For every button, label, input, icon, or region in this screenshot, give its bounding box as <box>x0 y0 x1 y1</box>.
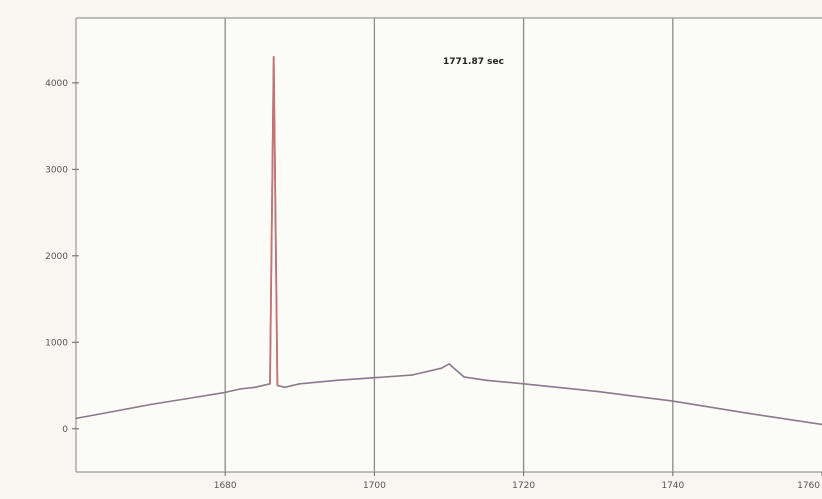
data-point <box>284 386 286 388</box>
data-point <box>150 404 152 406</box>
data-point <box>597 391 599 393</box>
y-axis: 0 1000 2000 3000 4000 <box>45 79 79 435</box>
x-tick-label-1: 1700 <box>363 481 386 491</box>
data-point <box>75 417 77 419</box>
data-point <box>485 379 487 381</box>
y-tick-label-3: 3000 <box>45 165 68 175</box>
y-tick-label-4: 4000 <box>45 79 68 89</box>
x-tick-label-4: 1760 <box>797 481 820 491</box>
data-point <box>441 367 443 369</box>
data-point <box>448 363 450 365</box>
data-point <box>187 398 189 400</box>
data-point <box>239 388 241 390</box>
x-axis: 1680 1700 1720 1740 1760 <box>214 472 822 491</box>
data-point <box>411 374 413 376</box>
x-tick-label-2: 1720 <box>512 481 535 491</box>
x-tick-label-0: 1680 <box>214 481 237 491</box>
data-point <box>299 383 301 385</box>
data-point <box>747 412 749 414</box>
peak-annotation: 1771.87 sec <box>443 57 504 67</box>
data-point <box>112 411 114 413</box>
data-point <box>224 392 226 394</box>
plot-background <box>76 18 822 472</box>
data-point <box>374 377 376 379</box>
data-point <box>254 386 256 388</box>
data-point <box>523 383 525 385</box>
x-tick-label-3: 1740 <box>661 481 684 491</box>
data-point <box>672 400 674 402</box>
data-point <box>336 379 338 381</box>
y-tick-label-1: 1000 <box>45 338 68 348</box>
data-point <box>463 376 465 378</box>
y-tick-label-2: 2000 <box>45 252 68 262</box>
y-tick-label-0: 0 <box>62 425 68 435</box>
data-point <box>291 385 293 387</box>
